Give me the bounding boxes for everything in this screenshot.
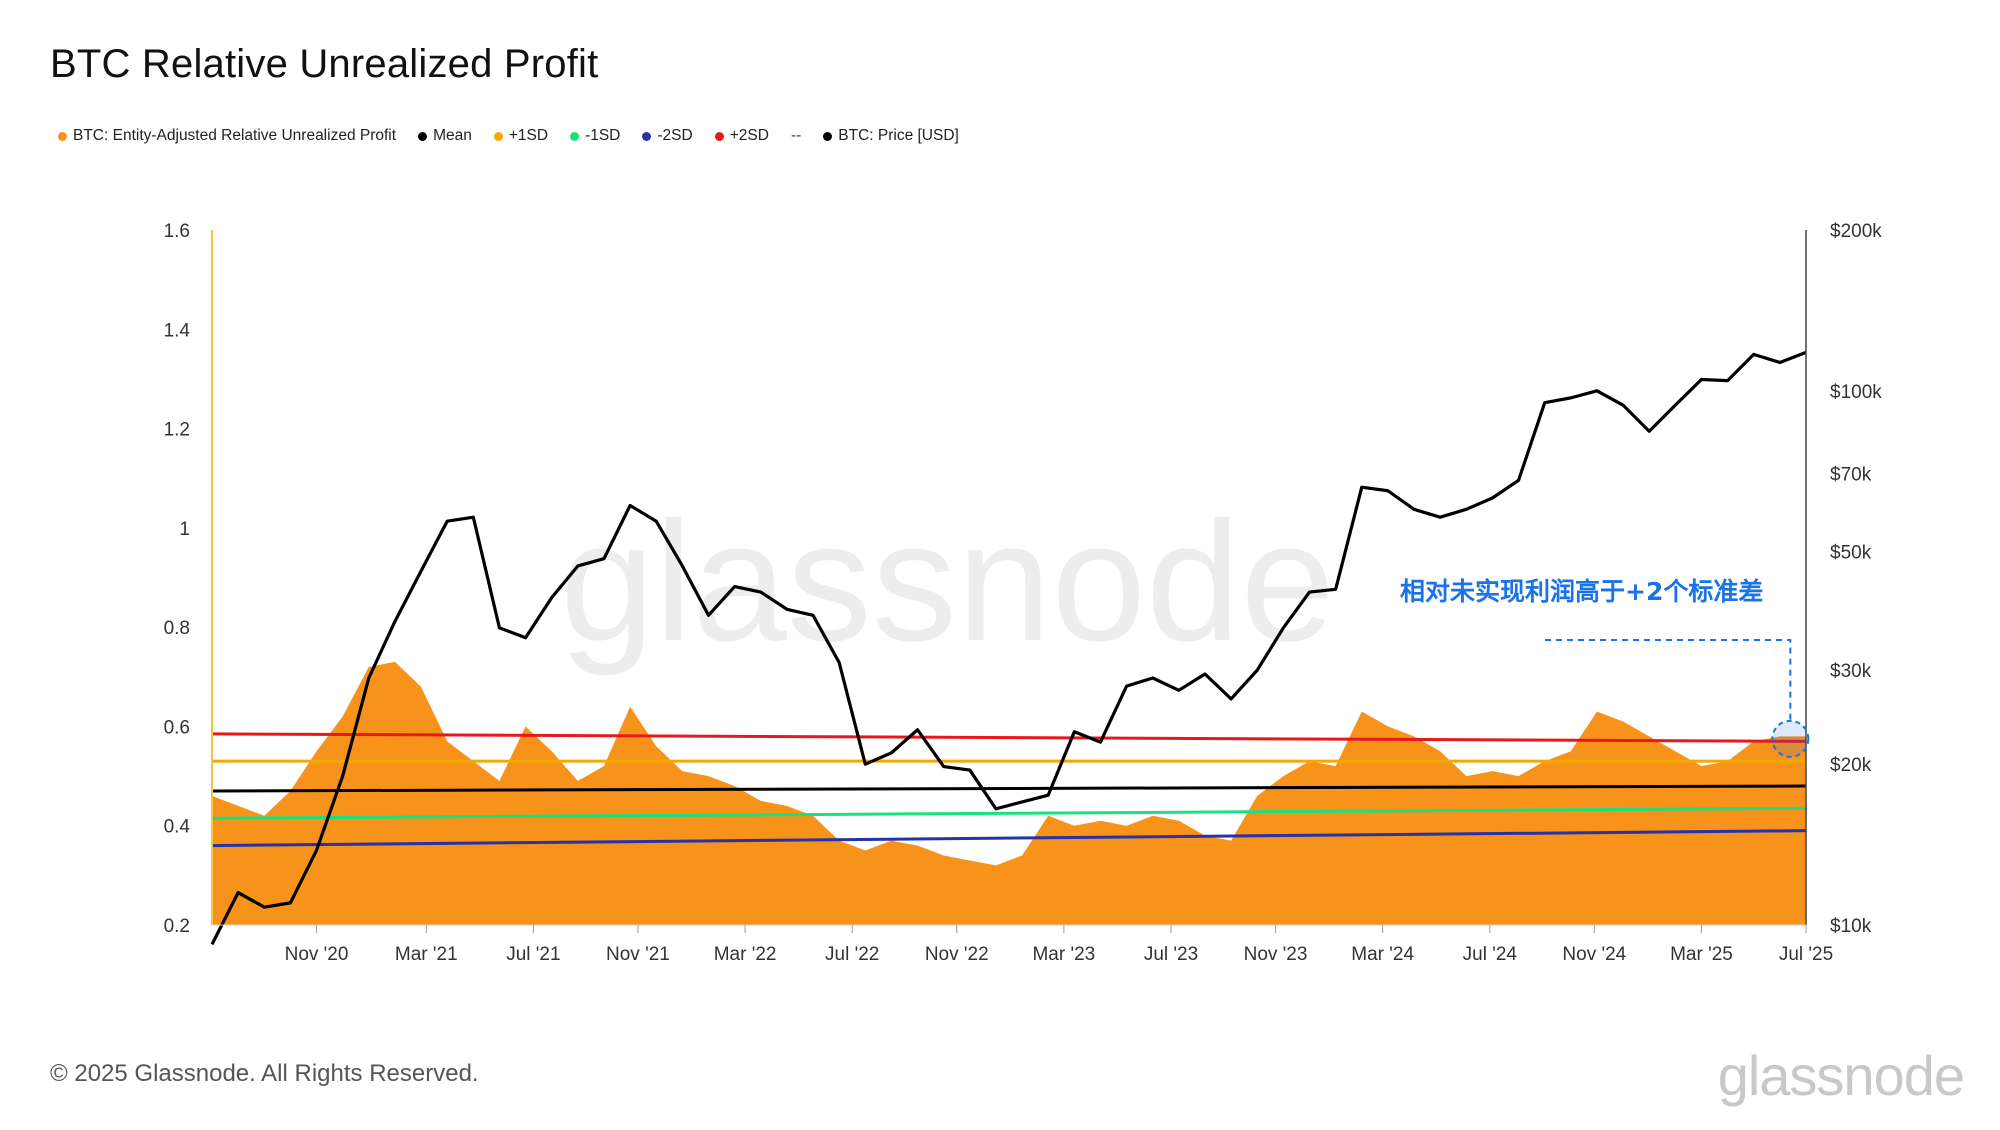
x-tick-label: Jul '24: [1463, 944, 1518, 965]
y-right-tick-label: $200k: [1830, 221, 1882, 242]
legend-label: +1SD: [508, 127, 549, 144]
legend-dot: [493, 131, 503, 141]
legend-item-minus-1sd[interactable]: -1SD: [570, 127, 620, 145]
minus-1sd-line: [211, 806, 1807, 820]
btc-price-line: [210, 350, 1807, 946]
legend-separator: --: [790, 127, 802, 144]
x-tick-label: Jul '22: [825, 944, 879, 965]
relative-unrealized-profit-area: [212, 661, 1806, 925]
y-left-tick-label: 0.6: [164, 717, 190, 738]
annotation-highlight-circle: [1771, 719, 1810, 758]
y-left-tick-label: 1.6: [164, 221, 190, 242]
annotation-leader-line: [1545, 639, 1792, 721]
y-right-tick-label: $30k: [1830, 661, 1872, 682]
legend-label: +2SD: [729, 127, 769, 144]
sd-bands-group: [211, 732, 1807, 848]
minus-2sd-line: [211, 829, 1807, 848]
x-tick-label: Mar '23: [1032, 944, 1095, 965]
y-left-tick-label: 0.2: [164, 916, 190, 937]
x-tick-label: Jul '25: [1779, 944, 1833, 965]
y-left-tick-label: 1.2: [164, 420, 190, 441]
legend-dot: [418, 131, 428, 141]
axes-group: 0.2 0.4 0.6 0.8 1 1.2 1.4 1.6 $10k $20k $30k $50k $7…: [164, 221, 1883, 965]
copyright-footer: © 2025 Glassnode. All Rights Reserved.: [50, 1060, 479, 1087]
plus-2sd-line: [211, 732, 1807, 743]
legend-label: -1SD: [585, 127, 621, 144]
chart-title: BTC Relative Unrealized Profit: [50, 42, 599, 86]
x-tick-label: Mar '24: [1351, 944, 1414, 965]
mean-line: [211, 784, 1807, 793]
annotation-text: 相对未实现利润高于+2个标准差: [1400, 577, 1763, 606]
watermark: glassnode: [560, 487, 1335, 677]
x-tick-label: Mar '25: [1670, 944, 1733, 965]
y-right-tick-label: $20k: [1830, 755, 1872, 776]
x-tick-label: Nov '24: [1562, 944, 1626, 965]
x-tick-label: Mar '21: [395, 944, 458, 965]
legend-item-mean[interactable]: Mean: [418, 127, 472, 145]
profit-area-group: [212, 661, 1806, 925]
y-left-tick-label: 0.4: [164, 817, 191, 838]
x-tick-label: Mar '22: [714, 944, 777, 965]
y-left-tick-label: 0.8: [164, 618, 190, 639]
legend-dot: [642, 131, 652, 141]
brand-logo: glassnode: [1717, 1044, 1965, 1107]
legend-dot: [570, 131, 580, 141]
x-tick-label: Nov '21: [606, 944, 670, 965]
legend-item-plus-2sd[interactable]: +2SD: [714, 127, 769, 145]
y-right-tick-label: $50k: [1830, 543, 1872, 564]
legend: BTC: Entity-Adjusted Relative Unrealized…: [58, 127, 981, 145]
legend-dot: [823, 131, 833, 141]
x-tick-label: Jul '23: [1144, 944, 1198, 965]
y-left-tick-label: 1.4: [164, 320, 191, 341]
legend-dot: [58, 131, 67, 141]
legend-item-relative-unrealized-profit[interactable]: BTC: Entity-Adjusted Relative Unrealized…: [58, 127, 396, 145]
y-right-tick-label: $70k: [1830, 465, 1872, 486]
legend-item-plus-1sd[interactable]: +1SD: [493, 127, 549, 145]
y-left-tick-label: 1: [179, 519, 190, 540]
legend-label: -2SD: [657, 127, 693, 144]
annotation-group: 相对未实现利润高于+2个标准差: [1400, 577, 1810, 758]
legend-item-minus-2sd[interactable]: -2SD: [642, 127, 693, 145]
y-right-tick-label: $100k: [1830, 382, 1882, 403]
x-tick-label: Nov '22: [925, 944, 989, 965]
y-right-tick-label: $10k: [1830, 916, 1872, 937]
legend-dot: [714, 131, 724, 141]
legend-item-btc-price[interactable]: BTC: Price [USD]: [823, 127, 959, 145]
legend-label: Mean: [433, 127, 472, 144]
legend-label: BTC: Entity-Adjusted Relative Unrealized…: [73, 127, 397, 144]
x-tick-label: Nov '20: [285, 944, 349, 965]
legend-label: BTC: Price [USD]: [838, 127, 959, 144]
x-tick-label: Nov '23: [1244, 944, 1308, 965]
x-tick-label: Jul '21: [506, 944, 560, 965]
price-line-group: [210, 350, 1807, 946]
